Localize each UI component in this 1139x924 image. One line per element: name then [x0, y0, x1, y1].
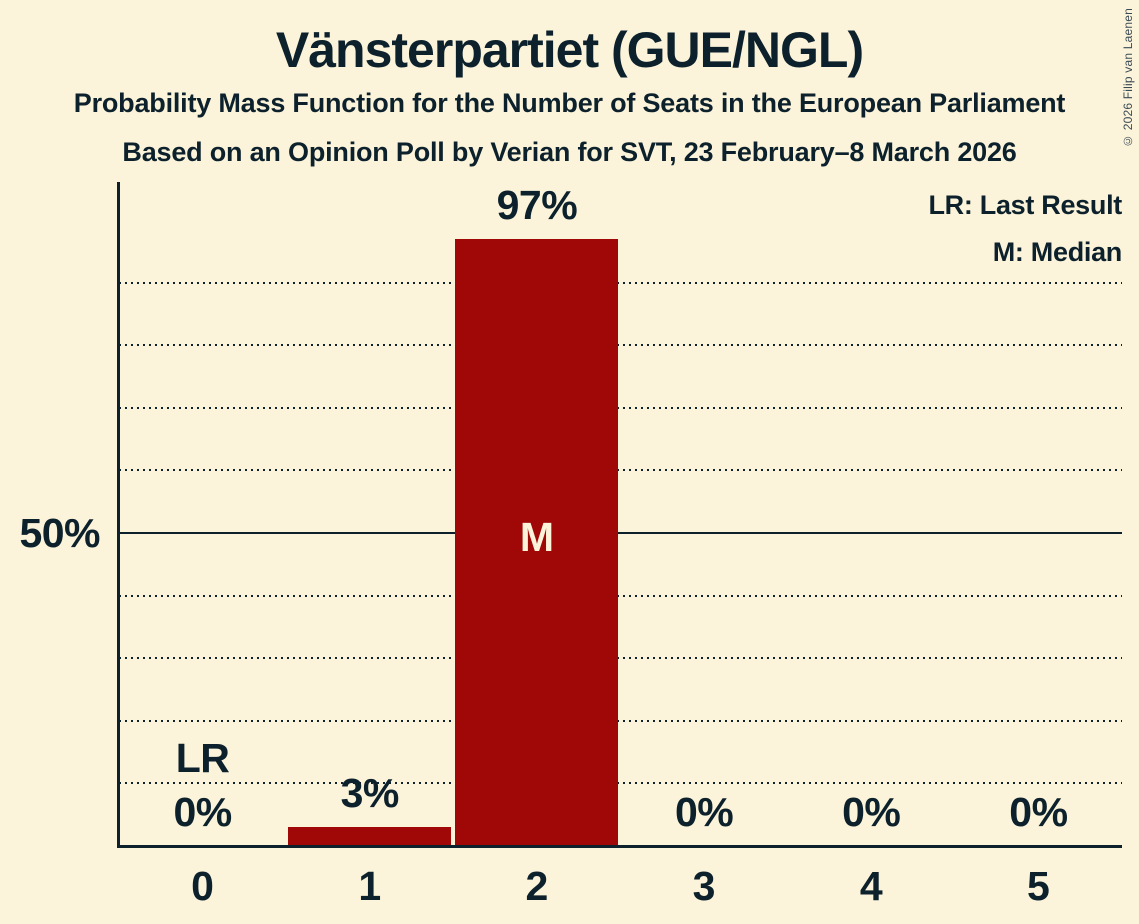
y-axis-tick-label: 50%: [19, 510, 100, 556]
bar-value-label-4: 0%: [842, 789, 901, 835]
gridline-40pct: [119, 594, 1122, 597]
gridline-80pct: [119, 344, 1122, 347]
bar-slot-2: 97% M: [453, 182, 620, 846]
bar-1: [288, 827, 452, 846]
legend: LR: Last Result M: Median: [928, 182, 1122, 276]
bar-slot-3: 0%: [621, 182, 788, 846]
legend-last-result: LR: Last Result: [928, 190, 1122, 220]
median-marker: M: [519, 514, 554, 560]
chart-title: Vänsterpartiet (GUE/NGL): [275, 22, 864, 78]
x-tick-label-5: 5: [1027, 863, 1050, 909]
legend-median: M: Median: [992, 237, 1123, 267]
x-axis-tick-labels: 0 1 2 3 4 5: [119, 864, 1122, 910]
x-tick-label-3: 3: [692, 863, 716, 909]
bar-value-label-3: 0%: [674, 789, 734, 835]
last-result-marker: LR: [175, 735, 230, 781]
chart-subtitle: Probability Mass Function for the Number…: [73, 88, 1066, 118]
bar-value-label-1: 3%: [340, 770, 400, 816]
gridline-50pct-solid: [119, 532, 1122, 534]
bar-slot-5: 0%: [955, 182, 1122, 846]
x-tick-label-0: 0: [191, 863, 214, 909]
plot-area: 0% LR 3% 97% M 0% 0% 0%: [117, 182, 1122, 848]
bar-value-label-2: 97%: [496, 182, 578, 228]
x-tick-label-4: 4: [859, 863, 883, 909]
bar-slot-4: 0%: [788, 182, 955, 846]
gridline-10pct: [119, 782, 1122, 785]
bar-value-label-5: 0%: [1009, 789, 1068, 835]
poll-details-subtitle: Based on an Opinion Poll by Verian for S…: [122, 137, 1017, 167]
gridline-70pct: [119, 406, 1122, 409]
x-tick-label-1: 1: [358, 863, 382, 909]
y-axis-line: [117, 182, 120, 848]
x-axis-line: [117, 845, 1122, 848]
gridline-60pct: [119, 469, 1122, 472]
x-tick-label-2: 2: [525, 863, 549, 909]
gridline-90pct: [119, 281, 1122, 284]
bar-value-label-0: 0%: [173, 789, 232, 835]
gridline-20pct: [119, 719, 1122, 722]
bar-2: [455, 239, 619, 846]
gridline-30pct: [119, 657, 1122, 660]
bar-slot-1: 3%: [286, 182, 453, 846]
bar-slot-0: 0% LR: [119, 182, 286, 846]
